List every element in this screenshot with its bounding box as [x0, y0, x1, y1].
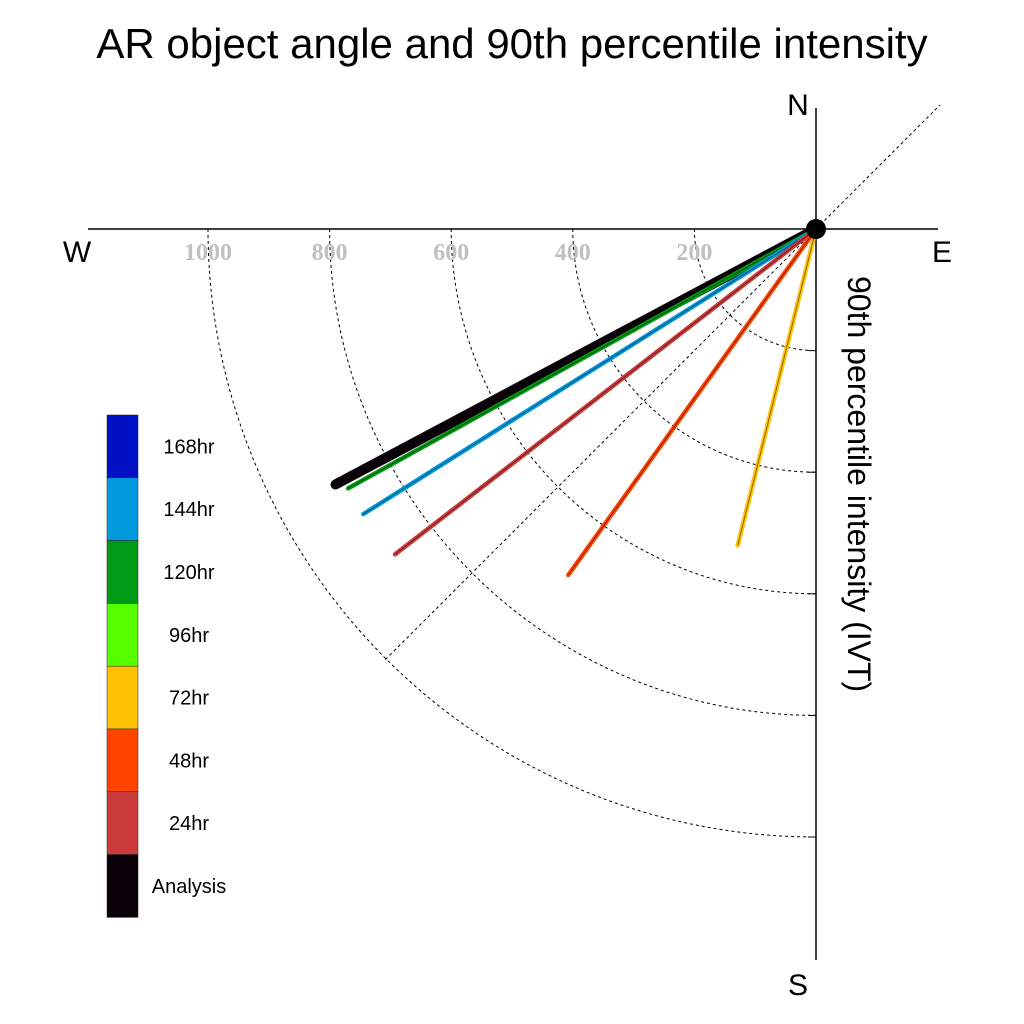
series-centerline-120hr	[347, 228, 817, 489]
compass-west: W	[63, 236, 92, 269]
ring-200	[693, 228, 817, 352]
tick-label-600: 600	[433, 240, 469, 266]
ring-1000	[207, 228, 817, 838]
legend-label-24hr: 24hr	[169, 813, 209, 835]
legend-label-analysis: Analysis	[152, 876, 226, 898]
chart-title: AR object angle and 90th percentile inte…	[96, 20, 927, 67]
legend-label-144hr: 144hr	[163, 499, 214, 521]
legend-label-48hr: 48hr	[169, 750, 209, 772]
legend-swatch-144hr	[106, 477, 139, 541]
legend-swatch-analysis	[106, 854, 139, 918]
radial-axis-label: 90th percentile intensity (IVT)	[841, 276, 877, 692]
legend-label-96hr: 96hr	[169, 625, 209, 647]
compass-east: E	[932, 236, 952, 269]
ring-800	[329, 228, 817, 716]
legend-swatch-24hr	[106, 791, 139, 855]
legend-swatch-120hr	[106, 540, 139, 604]
legend-label-120hr: 120hr	[163, 562, 214, 584]
series-centerline-48hr	[567, 228, 817, 576]
tick-label-1000: 1000	[184, 240, 232, 266]
tick-label-800: 800	[312, 240, 348, 266]
compass-south: S	[788, 969, 808, 1002]
legend-swatch-72hr	[106, 665, 139, 730]
series-centerline-24hr	[394, 228, 817, 555]
legend-label-168hr: 168hr	[163, 436, 214, 458]
radial-grid	[207, 228, 817, 838]
legend-swatch-168hr	[106, 414, 139, 479]
origin-marker	[806, 219, 826, 239]
radial-tick-labels: 200 400 600 800 1000	[184, 240, 712, 266]
ne-diagonal	[815, 104, 941, 230]
legend-swatch-96hr	[106, 603, 139, 667]
tick-label-200: 200	[676, 240, 712, 266]
tick-label-400: 400	[555, 240, 591, 266]
legend-label-72hr: 72hr	[169, 688, 209, 710]
series-centerline-144hr	[363, 228, 817, 515]
legend: 168hr 144hr 120hr 96hr 72hr 48hr 24hr Analysis	[106, 414, 226, 918]
compass-north: N	[787, 89, 809, 122]
sw-diagonal	[384, 228, 817, 661]
legend-swatch-48hr	[106, 728, 139, 793]
series-group	[330, 224, 821, 578]
ring-600	[450, 228, 817, 595]
series-centerline-72hr	[737, 228, 817, 546]
ring-400	[572, 228, 817, 473]
